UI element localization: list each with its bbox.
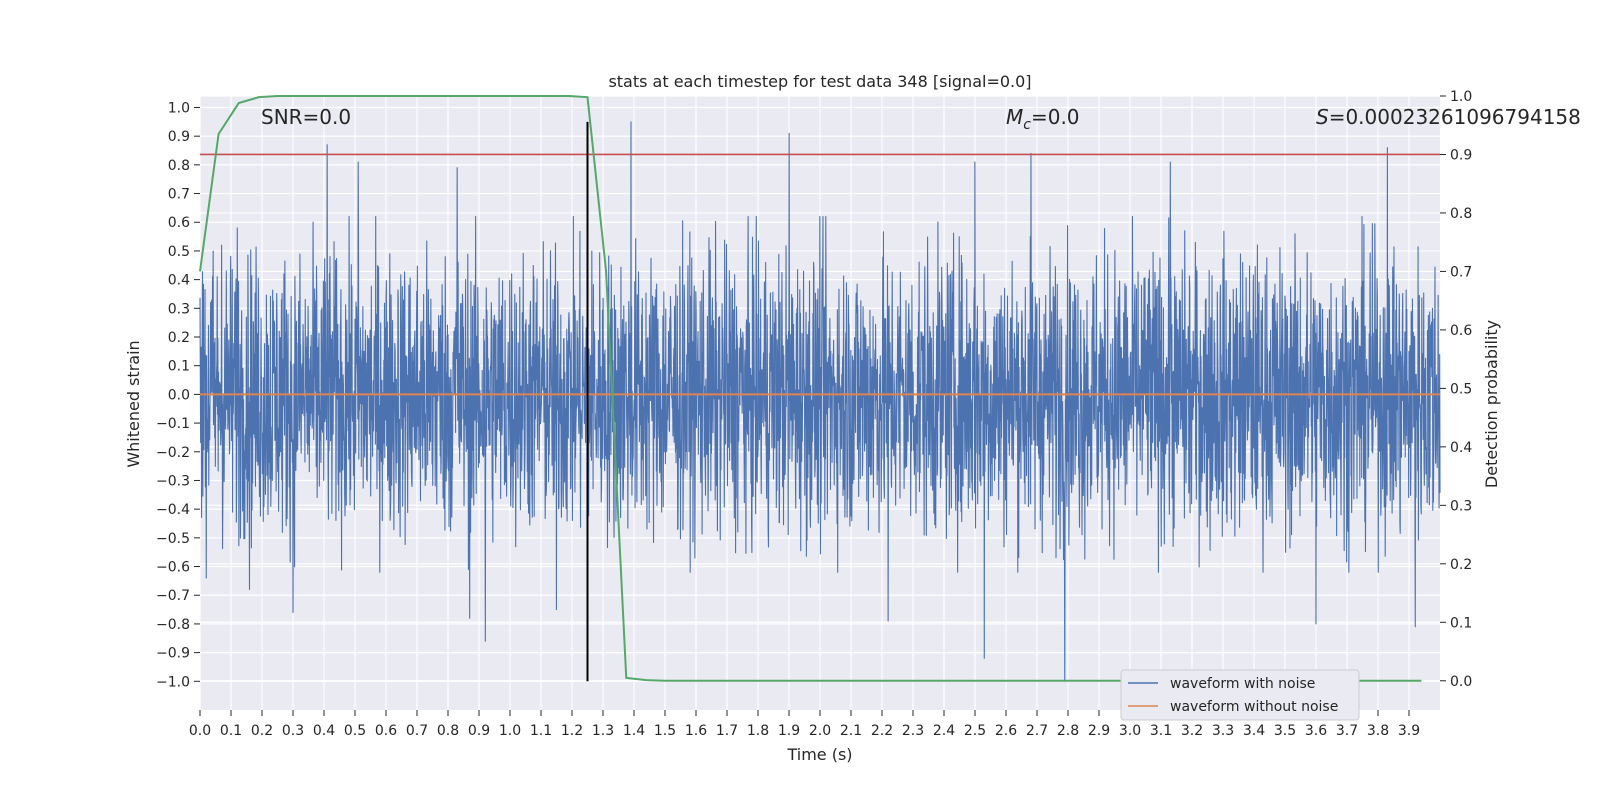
legend-label-noise: waveform with noise [1170, 676, 1315, 692]
y-tick-label: −0.5 [156, 531, 190, 547]
x-tick-label: 3.8 [1367, 723, 1389, 739]
score-value: =0.00023261096794158 [1329, 105, 1581, 129]
x-tick-label: 1.0 [499, 723, 521, 739]
x-tick-label: 1.7 [716, 723, 738, 739]
x-tick-label: 3.3 [1212, 723, 1234, 739]
x-tick-label: 3.6 [1305, 723, 1327, 739]
x-tick-label: 0.4 [313, 723, 335, 739]
y-tick-label: −0.4 [156, 502, 190, 518]
y2-tick-label: 0.3 [1450, 498, 1472, 514]
snr-annotation: SNR=0.0 [261, 105, 351, 129]
y-tick-label: 0.1 [168, 359, 190, 375]
legend-box [1120, 669, 1360, 721]
x-tick-label: 0.0 [189, 723, 211, 739]
x-tick-label: 0.7 [406, 723, 428, 739]
score-symbol: S [1316, 105, 1329, 129]
x-tick-label: 1.8 [747, 723, 769, 739]
y-tick-label: −0.6 [156, 560, 190, 576]
y2-tick-label: 0.8 [1450, 206, 1472, 222]
x-tick-label: 0.3 [282, 723, 304, 739]
x-tick-label: 2.5 [964, 723, 986, 739]
y-tick-label: 0.8 [168, 158, 190, 174]
x-tick-label: 2.3 [902, 723, 924, 739]
y-tick-label: 0.5 [168, 244, 190, 260]
chirp-mass-subscript: c [1023, 117, 1031, 133]
x-tick-label: 2.1 [840, 723, 862, 739]
y-tick-label: −0.2 [156, 445, 190, 461]
x-tick-label: 3.0 [1119, 723, 1141, 739]
y-axis-tick-labels: 1.0 0.9 0.8 0.7 0.6 0.5 0.4 0.3 0.2 0.1 0.0 −0.1 −0.… [156, 100, 200, 690]
x-tick-label: 3.9 [1398, 723, 1420, 739]
x-tick-label: 2.6 [995, 723, 1017, 739]
y2-axis-tick-labels: 1.0 0.9 0.8 0.7 0.6 0.5 0.4 0.3 0.2 0.1 0.0 [1440, 89, 1472, 690]
chirp-mass-symbol: M [1006, 105, 1023, 129]
y-axis-label: Whitened strain [124, 340, 143, 467]
x-tick-label: 0.9 [468, 723, 490, 739]
x-tick-label: 1.1 [530, 723, 552, 739]
y-tick-label: 0.3 [168, 301, 190, 317]
y2-tick-label: 0.5 [1450, 381, 1472, 397]
y-tick-label: 0.7 [168, 187, 190, 203]
chirp-mass-annotation: Mc=0.0 [1006, 105, 1080, 133]
x-tick-label: 0.1 [220, 723, 242, 739]
x-tick-label: 1.6 [685, 723, 707, 739]
x-tick-label: 3.4 [1243, 723, 1265, 739]
x-tick-label: 3.2 [1181, 723, 1203, 739]
y2-tick-label: 0.4 [1450, 440, 1472, 456]
chart-title: stats at each timestep for test data 348… [608, 72, 1031, 91]
x-tick-label: 3.7 [1336, 723, 1358, 739]
y2-axis-label: Detection probability [1482, 320, 1501, 488]
y2-tick-label: 0.2 [1450, 557, 1472, 573]
x-tick-label: 0.5 [344, 723, 366, 739]
x-tick-label: 1.9 [778, 723, 800, 739]
y-tick-label: 0.9 [168, 129, 190, 145]
score-annotation: S=0.00023261096794158 [1316, 105, 1581, 129]
x-tick-label: 0.6 [375, 723, 397, 739]
y2-tick-label: 1.0 [1450, 89, 1472, 105]
y-tick-label: −0.9 [156, 646, 190, 662]
y-tick-label: −0.3 [156, 473, 190, 489]
x-tick-label: 1.3 [592, 723, 614, 739]
x-tick-label: 1.4 [623, 723, 645, 739]
y2-tick-label: 0.1 [1450, 615, 1472, 631]
x-tick-label: 2.7 [1026, 723, 1048, 739]
x-axis-label: Time (s) [786, 745, 852, 764]
x-tick-label: 2.8 [1057, 723, 1079, 739]
y-tick-label: 1.0 [168, 100, 190, 116]
x-tick-label: 3.5 [1274, 723, 1296, 739]
y-tick-label: −1.0 [156, 674, 190, 690]
y2-tick-label: 0.7 [1450, 264, 1472, 280]
legend-label-clean: waveform without noise [1170, 699, 1338, 715]
x-tick-label: 1.5 [654, 723, 676, 739]
chirp-mass-value: =0.0 [1031, 105, 1080, 129]
x-tick-label: 2.2 [871, 723, 893, 739]
y2-tick-label: 0.0 [1450, 674, 1472, 690]
x-tick-label: 3.1 [1150, 723, 1172, 739]
waveform-with-noise-series [199, 121, 1441, 682]
y-tick-label: −0.8 [156, 617, 190, 633]
y-tick-label: −0.7 [156, 588, 190, 604]
x-tick-label: 2.0 [809, 723, 831, 739]
y-tick-label: 0.2 [168, 330, 190, 346]
x-tick-label: 0.8 [437, 723, 459, 739]
x-tick-label: 2.9 [1088, 723, 1110, 739]
y-tick-label: 0.4 [168, 273, 190, 289]
y-tick-label: 0.6 [168, 215, 190, 231]
y-tick-label: 0.0 [168, 387, 190, 403]
y-tick-label: −0.1 [156, 416, 190, 432]
x-tick-label: 2.4 [933, 723, 955, 739]
y2-tick-label: 0.9 [1450, 147, 1472, 163]
x-tick-label: 1.2 [561, 723, 583, 739]
legend: waveform with noise waveform without noi… [1120, 669, 1360, 721]
y2-tick-label: 0.6 [1450, 323, 1472, 339]
x-tick-label: 0.2 [251, 723, 273, 739]
x-axis-tick-labels: 0.0 0.1 0.2 0.3 0.4 0.5 0.6 0.7 0.8 0.9 1.0 1.1 1.2 1… [189, 710, 1420, 739]
waveform-with-noise-line [199, 121, 1441, 682]
